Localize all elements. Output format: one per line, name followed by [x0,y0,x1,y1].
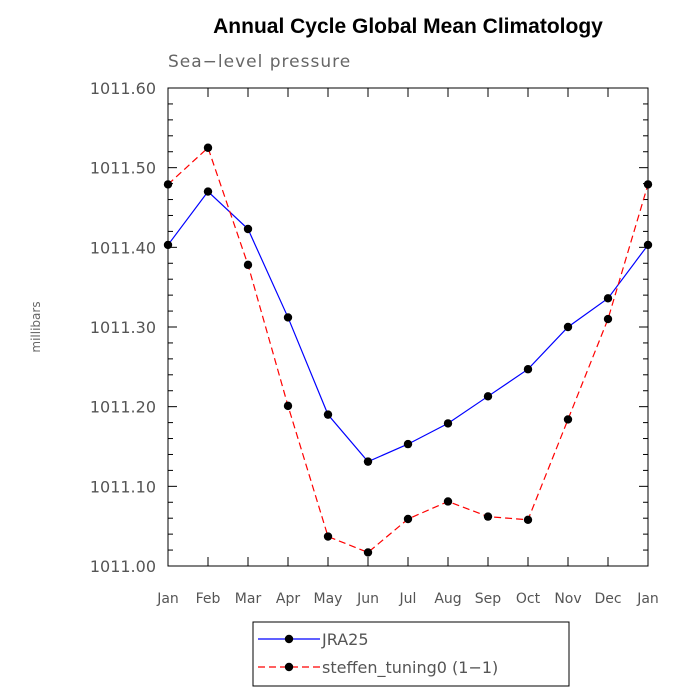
series-0-point [523,365,533,374]
x-tick-label: Jul [399,591,417,607]
y-axis-label: millibars [29,301,43,352]
plot-border [167,87,649,567]
series-0-point [363,457,373,466]
series-0-point [203,187,213,196]
legend-label-1: steffen_tuning0 (1−1) [322,658,498,678]
y-tick-labels: 1011.00 1011.10 1011.20 1011.30 1011.40 1011.… [90,79,156,576]
plot-frame [167,87,649,567]
series-1-point [603,314,613,324]
series-0-line [167,190,649,463]
series-0-point [243,224,253,234]
axis-ticks [167,87,649,567]
series-1-point [323,532,333,541]
x-tick-label: May [314,591,343,607]
legend-box [252,621,570,687]
x-tick-label: Sep [475,591,502,607]
y-tick-label: 1011.50 [90,159,156,178]
legend-marker-1 [284,662,294,672]
legend-label-0: JRA25 [321,630,369,649]
x-tick-label: Jun [356,591,379,607]
y-tick-label: 1011.00 [90,557,156,576]
series-1-point [363,548,373,557]
x-tick-label: Apr [276,591,300,607]
series-0-point [163,240,173,250]
series-1-point [483,512,493,521]
y-tick-label: 1011.40 [90,238,156,257]
y-tick-label: 1011.10 [90,477,156,496]
series-1-point [163,180,173,189]
y-tick-label: 1011.60 [90,79,156,98]
chart-subtitle: Sea−level pressure [168,52,351,72]
x-tick-label: Jan [636,591,659,607]
series-1-point [443,497,453,506]
series-1-point [203,143,213,152]
series-1-point [403,514,413,524]
x-tick-labels: Jan Feb Mar Apr May Jun Jul Aug Sep Oct Nov Dec Jan [156,591,659,607]
series-0-point [443,419,453,428]
chart-title: Annual Cycle Global Mean Climatology [213,15,603,38]
series-0-point [603,294,613,303]
series-0-point [563,322,573,332]
x-tick-label: Aug [434,591,461,607]
series-1-point [243,260,253,270]
legend: JRA25 steffen_tuning0 (1−1) [252,621,570,687]
series-1-point [283,401,293,411]
y-tick-label: 1011.20 [90,398,156,417]
series-1-point [563,415,573,424]
legend-marker-0 [284,634,294,644]
series-1-point [643,180,653,189]
x-tick-label: Mar [235,591,262,607]
series-1 [163,143,653,557]
x-tick-label: Jan [156,591,179,607]
series-0-point [323,410,333,419]
series-1-line [167,146,649,554]
x-tick-label: Nov [554,591,581,607]
series-layer [163,143,653,557]
x-tick-label: Feb [196,591,221,607]
x-tick-label: Dec [594,591,621,607]
series-0 [163,187,653,466]
series-0-point [643,240,653,250]
series-0-point [283,313,293,322]
series-0-point [483,392,493,401]
x-tick-label: Oct [516,591,541,607]
series-1-point [523,515,533,524]
y-tick-label: 1011.30 [90,318,156,337]
series-0-point [403,439,413,449]
